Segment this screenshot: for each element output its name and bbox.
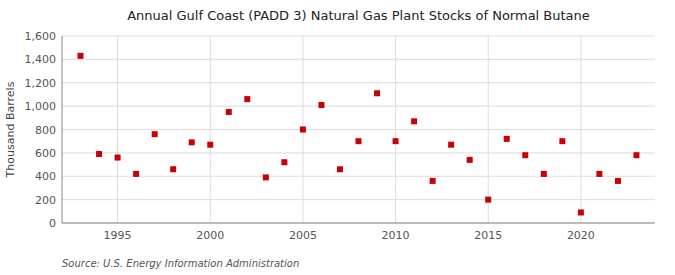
point xyxy=(263,174,269,180)
grid-line xyxy=(62,106,655,107)
point xyxy=(578,209,584,215)
chart: Annual Gulf Coast (PADD 3) Natural Gas P… xyxy=(0,0,675,275)
x-tick-label: 2005 xyxy=(289,229,317,242)
point xyxy=(356,138,362,144)
tick-labels: 0 200 400 600 800 1,000 1,200 1,400 1,600 1995 200… xyxy=(25,30,595,242)
y-tick-label: 1,400 xyxy=(25,53,57,66)
point xyxy=(189,139,195,145)
grid-line xyxy=(580,36,581,223)
point xyxy=(615,178,621,184)
point xyxy=(337,166,343,172)
point xyxy=(115,155,121,161)
point xyxy=(244,96,250,102)
grid-line xyxy=(210,36,211,223)
x-tick-label: 2000 xyxy=(196,229,224,242)
point xyxy=(133,171,139,177)
point xyxy=(541,171,547,177)
y-tick-label: 600 xyxy=(35,147,56,160)
y-tick-label: 400 xyxy=(35,170,56,183)
grid-line xyxy=(488,36,489,223)
point xyxy=(485,197,491,203)
y-tick-label: 200 xyxy=(35,194,56,207)
grid-line xyxy=(62,152,655,153)
point xyxy=(96,151,102,157)
point xyxy=(78,53,84,59)
y-tick-label: 1,000 xyxy=(25,100,57,113)
y-tick-label: 800 xyxy=(35,124,56,137)
points xyxy=(78,53,640,216)
grid-line xyxy=(62,199,655,200)
point xyxy=(226,109,232,115)
point xyxy=(633,152,639,158)
point xyxy=(393,138,399,144)
x-axis-line xyxy=(62,223,655,224)
point xyxy=(430,178,436,184)
point xyxy=(504,136,510,142)
grid-line xyxy=(62,82,655,83)
point xyxy=(411,118,417,124)
grid-line xyxy=(62,129,655,130)
x-tick-label: 2015 xyxy=(474,229,502,242)
y-tick-label: 1,600 xyxy=(25,30,57,43)
point xyxy=(170,166,176,172)
y-tick-label: 1,200 xyxy=(25,77,57,90)
grid-line xyxy=(62,36,655,37)
y-axis-label: Thousand Barrels xyxy=(4,81,17,178)
grid-line xyxy=(117,36,118,223)
y-axis-line xyxy=(62,36,63,223)
point xyxy=(207,142,213,148)
annotation: Source: U.S. Energy Information Administ… xyxy=(62,258,299,269)
point xyxy=(596,171,602,177)
x-tick-label: 2010 xyxy=(382,229,410,242)
point xyxy=(522,152,528,158)
title: Annual Gulf Coast (PADD 3) Natural Gas P… xyxy=(127,8,590,23)
grid-line xyxy=(395,36,396,223)
point xyxy=(448,142,454,148)
point xyxy=(467,157,473,163)
point xyxy=(300,127,306,133)
x-tick-label: 1995 xyxy=(104,229,132,242)
grid-line xyxy=(62,176,655,177)
point xyxy=(374,90,380,96)
grid-line xyxy=(62,223,655,224)
point xyxy=(559,138,565,144)
point xyxy=(152,131,158,137)
point xyxy=(318,102,324,108)
point xyxy=(281,159,287,165)
x-tick-label: 2020 xyxy=(567,229,595,242)
y-tick-label: 0 xyxy=(49,217,56,230)
grid-line xyxy=(62,59,655,60)
grid xyxy=(62,36,655,223)
